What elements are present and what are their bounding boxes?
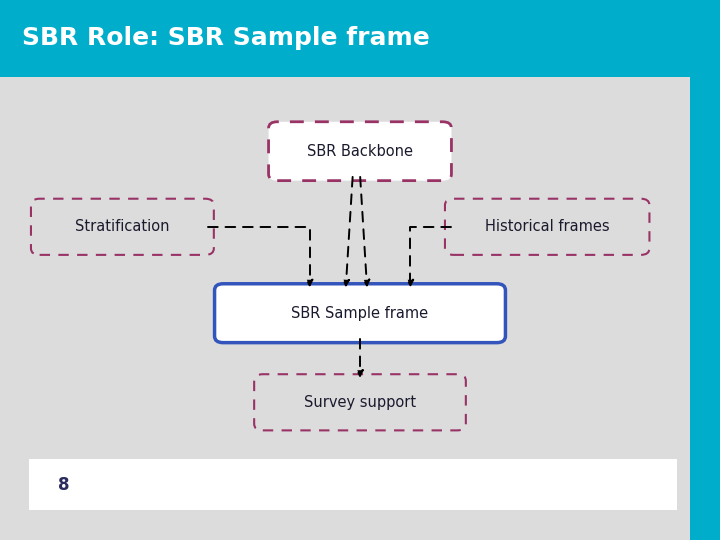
Text: Stratification: Stratification [75, 219, 170, 234]
Text: Survey support: Survey support [304, 395, 416, 410]
Text: 8: 8 [58, 476, 69, 494]
FancyBboxPatch shape [0, 0, 690, 77]
Text: Historical frames: Historical frames [485, 219, 610, 234]
FancyBboxPatch shape [29, 459, 677, 510]
Text: SBR Sample frame: SBR Sample frame [292, 306, 428, 321]
FancyBboxPatch shape [215, 284, 505, 342]
FancyBboxPatch shape [445, 199, 649, 255]
Text: SBR Backbone: SBR Backbone [307, 144, 413, 159]
FancyBboxPatch shape [254, 374, 466, 430]
Text: SBR Role: SBR Sample frame: SBR Role: SBR Sample frame [22, 26, 429, 50]
FancyBboxPatch shape [31, 199, 214, 255]
FancyBboxPatch shape [269, 122, 451, 180]
FancyBboxPatch shape [690, 0, 720, 540]
